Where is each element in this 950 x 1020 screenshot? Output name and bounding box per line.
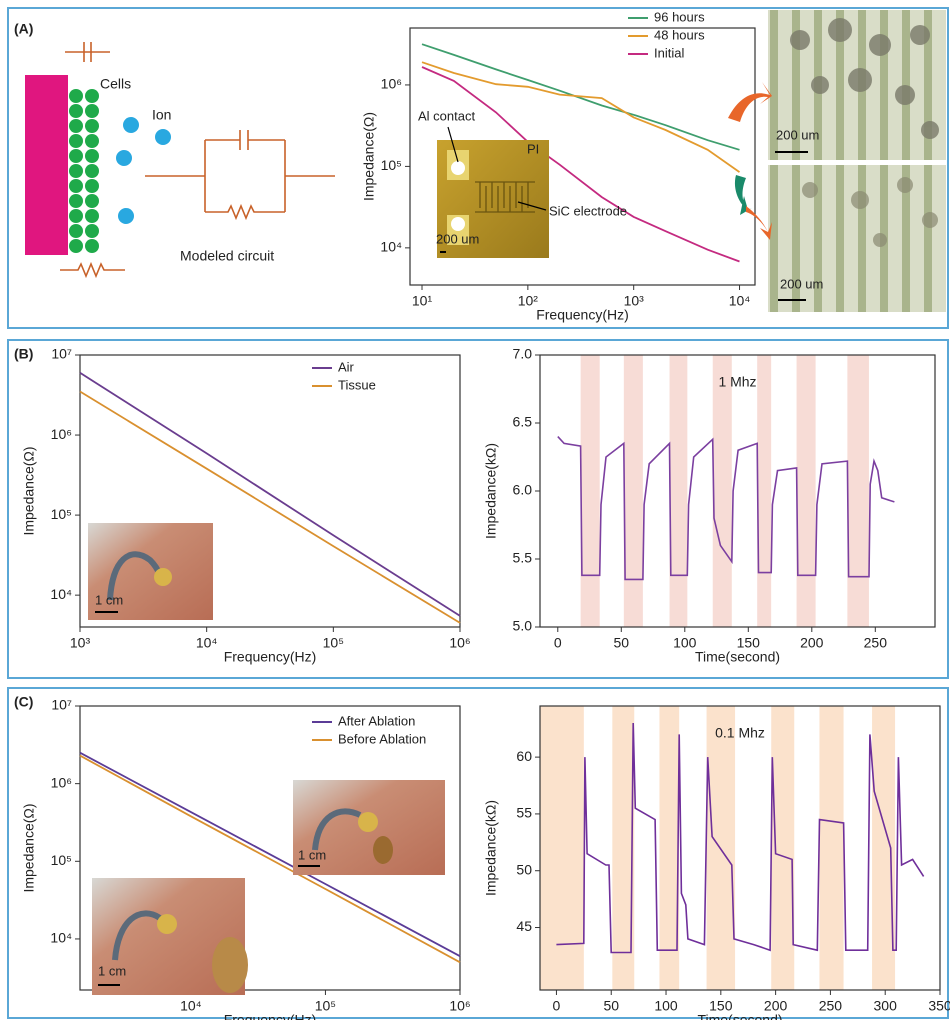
x-tick-label: 10⁶ [449,998,470,1014]
y-axis-label: Impedance(kΩ) [483,800,499,896]
x-tick-label: 200 [800,635,824,651]
inset-photo: 1 cm [293,780,445,875]
x-tick-label: 0 [553,998,561,1014]
y-tick-label: 5.0 [513,618,533,634]
band [581,355,600,627]
y-axis-label: Impedance(Ω) [21,803,37,892]
x-tick-label: 350 [928,998,950,1014]
y-tick-label: 7.0 [513,346,533,362]
panel-label: (C) [14,694,33,710]
band [757,355,771,627]
x-tick-label: 10⁴ [180,998,202,1014]
y-tick-label: 5.5 [513,550,533,566]
scale-bar-label: 1 cm [95,592,123,607]
band [624,355,643,627]
x-tick-label: 10⁵ [315,998,336,1014]
scale-bar-label: 200 um [436,231,479,246]
series-line [556,723,923,953]
band [819,706,843,990]
annotation: SiC electrode [549,203,627,218]
y-tick-label: 10⁵ [51,852,72,868]
x-axis-label: Time(second) [695,649,780,665]
x-axis-label: Time(second) [697,1012,782,1020]
y-tick-label: 6.0 [513,482,533,498]
x-tick-label: 250 [819,998,843,1014]
annotation: 1 Mhz [718,374,756,390]
y-tick-label: 10⁴ [50,586,72,602]
y-tick-label: 45 [516,918,532,934]
legend-label: After Ablation [338,713,415,728]
x-tick-label: 10¹ [412,293,433,309]
x-axis-label: Frequency(Hz) [536,307,629,323]
diagram-label: Modeled circuit [180,248,274,264]
y-tick-label: 10⁵ [381,157,402,173]
x-tick-label: 10⁵ [323,635,344,651]
scale-bar-label: 1 cm [98,963,126,978]
y-tick-label: 10⁶ [51,426,72,442]
x-tick-label: 300 [874,998,898,1014]
y-tick-label: 10⁶ [51,774,72,790]
y-tick-label: 55 [516,805,532,821]
scale-bar-label: 200 um [780,276,823,291]
x-axis-label: Frequency(Hz) [224,1012,317,1020]
legend-label: Before Ablation [338,731,426,746]
y-tick-label: 10⁷ [51,697,72,713]
legend-label: Air [338,359,355,374]
y-tick-label: 10⁴ [50,930,72,946]
figure: (A) (B) (C) Cells Ion Modeled circuit 10… [0,0,950,1020]
y-tick-label: 10⁴ [380,239,402,255]
y-tick-label: 10⁵ [51,506,72,522]
legend-label: Tissue [338,377,376,392]
x-tick-label: 10³ [70,635,91,651]
y-tick-label: 10⁶ [381,76,402,92]
x-tick-label: 10⁶ [449,635,470,651]
band [713,355,732,627]
y-tick-label: 6.5 [513,414,533,430]
x-tick-label: 100 [654,998,678,1014]
inset-photo: 1 cm [92,878,248,995]
legend-label: 48 hours [654,27,705,42]
band [540,706,584,990]
annotation: PI [527,141,539,156]
y-tick-label: 60 [516,748,532,764]
x-tick-label: 100 [673,635,697,651]
photo: 200 um [768,165,946,312]
band [659,706,679,990]
annotation: 0.1 Mhz [715,725,765,741]
scale-bar-label: 1 cm [298,847,326,862]
inset-photo: 200 um Al contact PI SiC electrode [418,108,627,258]
x-tick-label: 50 [603,998,619,1014]
arrow [728,82,772,122]
photo: 200 um [768,10,946,160]
x-tick-label: 50 [613,635,629,651]
panel-label: (A) [14,21,33,37]
x-tick-label: 10⁴ [196,635,218,651]
y-axis-label: Impedance(Ω) [361,112,377,201]
panel-label: (B) [14,346,33,362]
legend-label: 96 hours [654,9,705,24]
y-tick-label: 50 [516,861,532,877]
circuit-diagram: Cells Ion Modeled circuit [25,42,335,276]
x-axis-label: Frequency(Hz) [224,649,317,665]
y-axis-label: Impedance(kΩ) [483,443,499,539]
band [670,355,688,627]
legend-label: Initial [654,45,684,60]
diagram-label: Ion [152,107,171,123]
band [797,355,816,627]
x-tick-label: 10⁴ [729,293,751,309]
y-tick-label: 10⁷ [51,346,72,362]
diagram-label: Cells [100,76,131,92]
scale-bar-label: 200 um [776,127,819,142]
y-axis-label: Impedance(Ω) [21,446,37,535]
x-tick-label: 250 [864,635,888,651]
band [872,706,895,990]
annotation: Al contact [418,108,475,123]
x-tick-label: 0 [554,635,562,651]
inset-photo: 1 cm [88,523,213,620]
band [847,355,869,627]
